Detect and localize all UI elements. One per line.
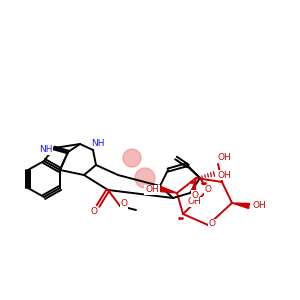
- Polygon shape: [159, 187, 177, 193]
- Text: O: O: [191, 190, 199, 200]
- Text: O: O: [205, 185, 212, 194]
- Polygon shape: [232, 203, 249, 208]
- Polygon shape: [191, 178, 196, 194]
- Text: O: O: [121, 200, 128, 208]
- Text: OH: OH: [252, 200, 266, 209]
- Text: OH: OH: [217, 152, 231, 161]
- Text: OH: OH: [187, 197, 201, 206]
- Text: O: O: [208, 220, 215, 229]
- Text: OH: OH: [217, 170, 231, 179]
- Circle shape: [135, 168, 155, 188]
- Text: O: O: [91, 208, 98, 217]
- Text: NH: NH: [91, 139, 105, 148]
- Text: OH: OH: [145, 185, 159, 194]
- Text: NH: NH: [39, 146, 53, 154]
- Circle shape: [123, 149, 141, 167]
